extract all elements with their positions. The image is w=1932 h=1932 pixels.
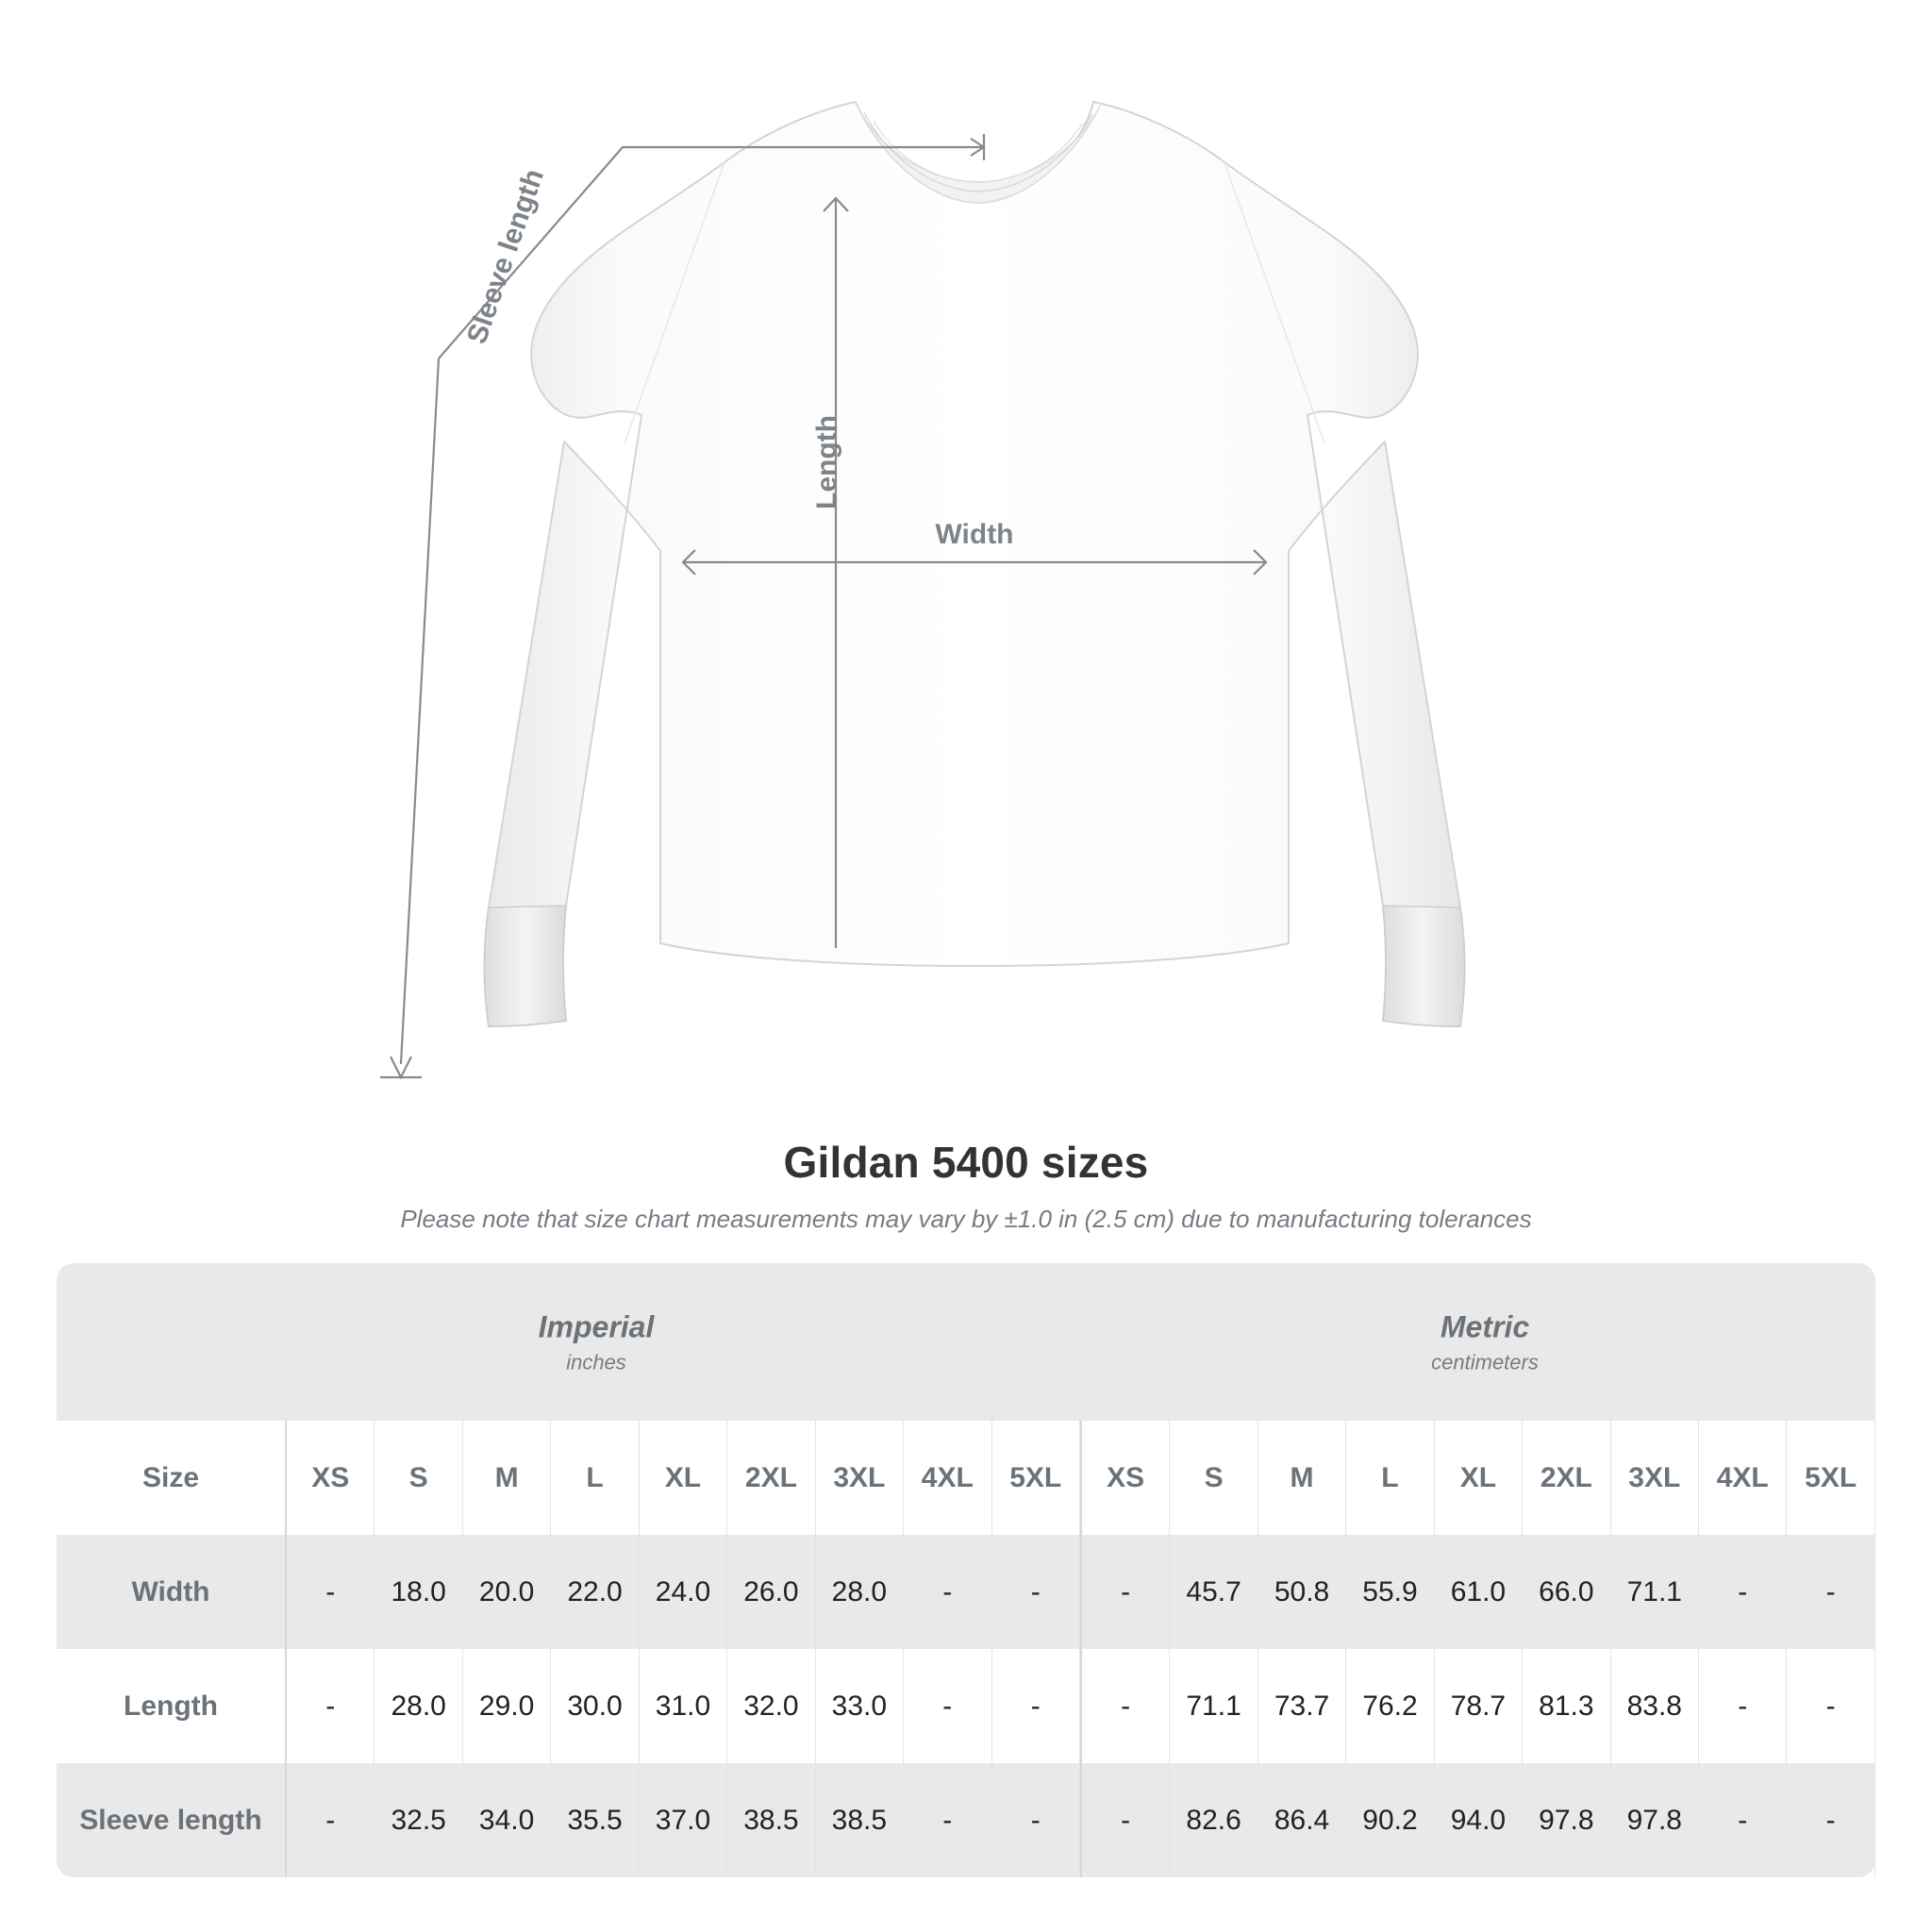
svg-text:Length: Length xyxy=(811,415,842,509)
svg-text:Sleeve length: Sleeve length xyxy=(461,165,550,348)
svg-text:Width: Width xyxy=(935,519,1013,550)
